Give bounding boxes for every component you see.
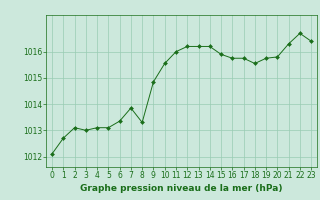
X-axis label: Graphe pression niveau de la mer (hPa): Graphe pression niveau de la mer (hPa) (80, 184, 283, 193)
